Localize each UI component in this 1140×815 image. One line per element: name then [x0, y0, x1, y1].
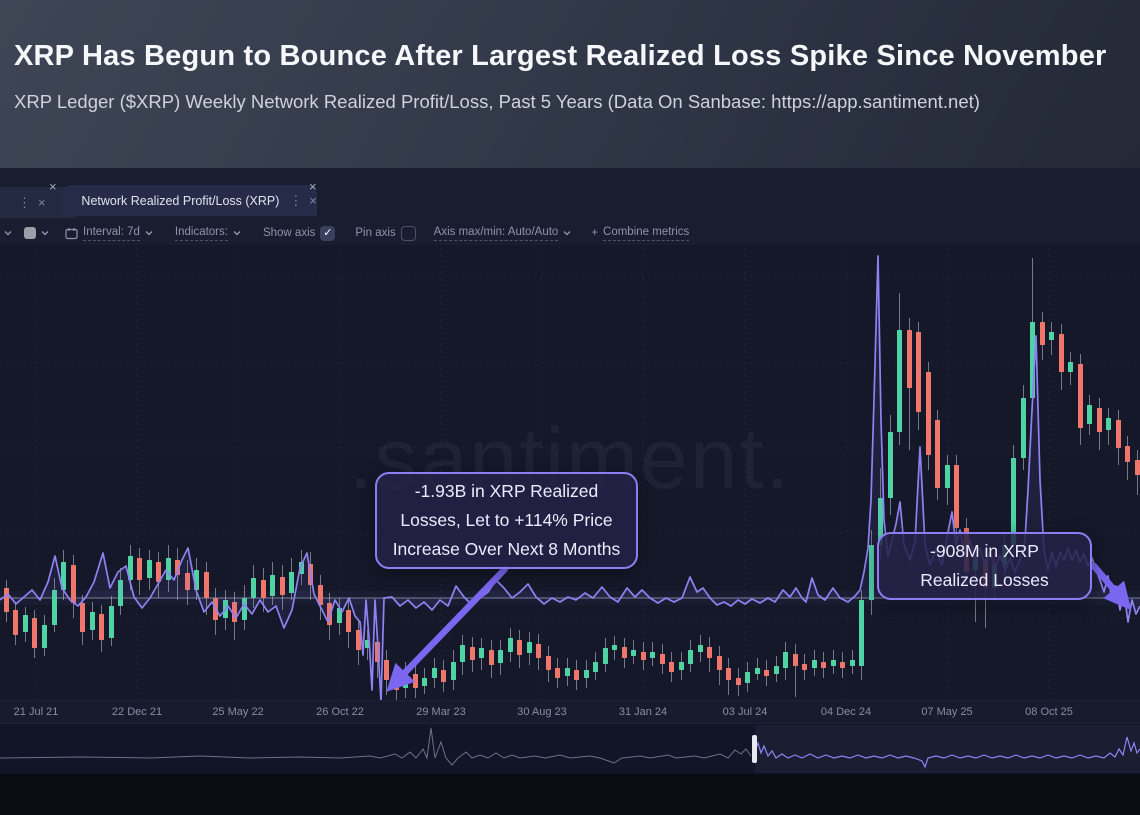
- combine-metrics-label: Combine metrics: [603, 226, 690, 241]
- plus-icon: +: [591, 227, 599, 239]
- annotation-line: -1.93B in XRP Realized: [414, 481, 599, 501]
- annotation-realized-loss-2025: -908M in XRP Realized Losses: [877, 532, 1092, 600]
- x-axis-label: 22 Dec 21: [111, 706, 163, 718]
- annotation-line: Increase Over Next 8 Months: [392, 539, 621, 559]
- pin-axis-checkbox[interactable]: [400, 225, 416, 241]
- x-axis-label: 21 Jul 21: [13, 706, 59, 718]
- axis-maxmin-selector[interactable]: Axis max/min: Auto/Auto: [433, 226, 572, 241]
- x-axis-label: 26 Oct 22: [316, 706, 364, 718]
- chevron-down-icon: [563, 231, 571, 236]
- x-axis-label: 03 Jul 24: [722, 706, 768, 718]
- header: XRP Has Begun to Bounce After Largest Re…: [0, 0, 1140, 168]
- x-axis-label: 07 May 25: [921, 706, 973, 718]
- x-axis: 21 Jul 21 22 Dec 21 25 May 22 26 Oct 22 29 M…: [0, 700, 1140, 724]
- annotation-line: -908M in XRP: [930, 541, 1039, 561]
- tab-close-icon[interactable]: ×: [309, 193, 317, 208]
- navigator-handle[interactable]: [752, 735, 757, 763]
- annotation-line: Realized Losses: [920, 570, 1049, 590]
- interval-label: Interval: 7d: [83, 226, 140, 241]
- metric-tab-network-realized-profit-loss[interactable]: Network Realized Profit/Loss (XRP) ⋮ ×: [63, 185, 317, 216]
- x-axis-label: 04 Dec 24: [820, 706, 872, 718]
- chevron-down-icon: [233, 231, 241, 236]
- calendar-icon: [65, 227, 78, 239]
- page-title: XRP Has Begun to Bounce After Largest Re…: [14, 40, 1107, 72]
- chevron-down-icon: [4, 231, 12, 236]
- interval-selector[interactable]: Interval: 7d: [65, 226, 153, 241]
- tab-corner-close-icon[interactable]: ×: [309, 179, 317, 194]
- chart-navigator[interactable]: [0, 723, 1140, 775]
- combine-metrics-button[interactable]: + Combine metrics: [591, 226, 690, 241]
- show-axis-label: Show axis: [262, 227, 316, 239]
- x-axis-label: 29 Mar 23: [416, 706, 466, 718]
- metric-color-accent: [71, 191, 73, 211]
- x-axis-label: 31 Jan 24: [618, 706, 668, 718]
- tab-close-icon[interactable]: ×: [38, 195, 46, 210]
- tab-menu-icon[interactable]: ⋮: [289, 192, 303, 208]
- indicators-label: Indicators:: [174, 226, 228, 241]
- metric-tab-bar: ⋮ × × Network Realized Profit/Loss (XRP)…: [0, 168, 1140, 218]
- pin-axis-toggle[interactable]: Pin axis: [355, 225, 416, 241]
- chart-toolbar: Interval: 7d Indicators: Show axis ✓ Pin…: [0, 220, 1140, 246]
- chevron-down-icon: [41, 231, 49, 236]
- navigator-minichart[interactable]: [0, 724, 1140, 774]
- x-axis-label: 25 May 22: [212, 706, 264, 718]
- footer-band: [0, 774, 1140, 815]
- show-axis-toggle[interactable]: Show axis ✓: [262, 225, 336, 241]
- tab-corner-close-icon[interactable]: ×: [49, 179, 57, 194]
- axis-maxmin-label: Axis max/min: Auto/Auto: [433, 226, 559, 241]
- metric-color-picker[interactable]: [24, 227, 49, 239]
- show-axis-checkbox[interactable]: ✓: [320, 225, 336, 241]
- annotation-line: Losses, Let to +114% Price: [400, 510, 613, 530]
- collapse-chevron-button[interactable]: [4, 229, 12, 237]
- pin-axis-label: Pin axis: [355, 227, 396, 239]
- x-axis-label: 30 Aug 23: [517, 706, 567, 718]
- metric-tab-label: Network Realized Profit/Loss (XRP): [81, 193, 280, 208]
- color-swatch-icon: [24, 227, 36, 239]
- tab-menu-icon[interactable]: ⋮: [18, 194, 31, 210]
- page-subtitle: XRP Ledger ($XRP) Weekly Network Realize…: [14, 91, 980, 112]
- indicators-selector[interactable]: Indicators:: [174, 226, 241, 241]
- annotation-realized-loss-2022: -1.93B in XRP Realized Losses, Let to +1…: [375, 472, 638, 569]
- chevron-down-icon: [145, 231, 153, 236]
- x-axis-label: 08 Oct 25: [1025, 706, 1073, 718]
